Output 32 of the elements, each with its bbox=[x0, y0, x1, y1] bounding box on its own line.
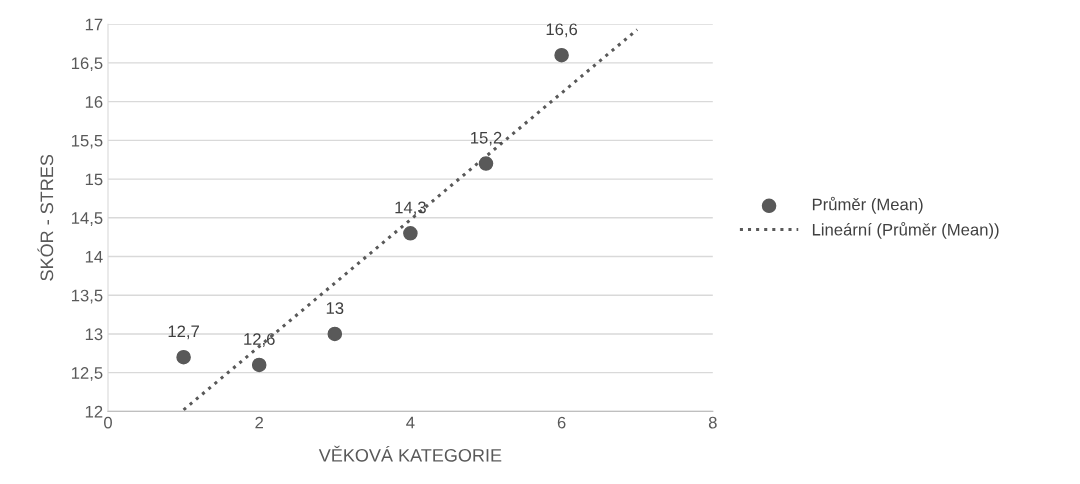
data-label: 16,6 bbox=[546, 23, 578, 38]
y-tick-label: 17 bbox=[85, 18, 103, 31]
x-tick-label: 4 bbox=[406, 416, 415, 429]
data-label: 14,3 bbox=[395, 201, 426, 216]
y-tick-label: 14,5 bbox=[71, 212, 103, 226]
y-tick-label: 12 bbox=[85, 405, 103, 418]
data-label: 12,7 bbox=[168, 325, 199, 340]
data-label: 13 bbox=[326, 302, 344, 314]
point bbox=[554, 47, 569, 63]
y-tick-label: 13 bbox=[85, 328, 103, 341]
data-label: 12,6 bbox=[244, 333, 275, 347]
x-tick-label: 8 bbox=[708, 416, 717, 429]
y-tick-label: 16 bbox=[85, 96, 103, 108]
point bbox=[251, 357, 267, 373]
y-tick-label: 15,5 bbox=[71, 134, 103, 149]
y-tick-label: 13,5 bbox=[71, 289, 103, 304]
y-tick-label: 12,5 bbox=[71, 367, 103, 381]
y-tick-label: 14 bbox=[85, 251, 103, 263]
legend-label: Průměr (Mean) bbox=[812, 196, 923, 214]
point bbox=[176, 349, 191, 365]
x-axis-title: VĚKOVÁ KATEGORIE bbox=[318, 445, 502, 462]
point bbox=[327, 326, 343, 342]
legend-label: Lineární (Průměr (Mean)) bbox=[812, 221, 999, 239]
x-tick-label: 6 bbox=[557, 416, 566, 429]
data-label: 15,2 bbox=[471, 131, 502, 146]
point bbox=[478, 156, 494, 171]
y-tick-label: 15 bbox=[85, 173, 103, 186]
x-tick-label: 0 bbox=[104, 416, 112, 429]
point bbox=[403, 226, 418, 241]
y-axis-title: SKÓR - STRES bbox=[37, 154, 54, 281]
x-tick-label: 2 bbox=[255, 416, 263, 429]
y-tick-label: 16,5 bbox=[71, 57, 103, 72]
